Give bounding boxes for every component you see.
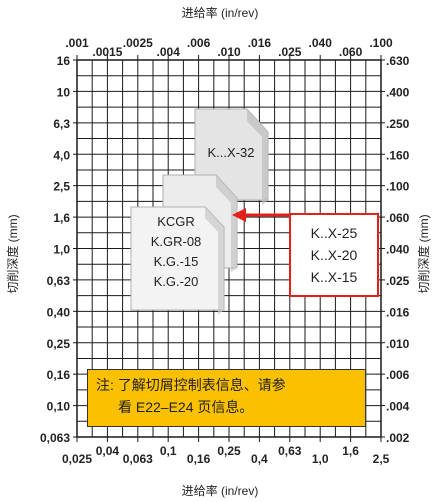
bottom-tick-label: 1,6 [342,444,359,458]
label-kx32-line: K...X-32 [207,145,255,160]
callout-line-1: K..X-25 [310,225,358,241]
top-tick-label: .060 [339,45,363,59]
top-tick-label: .040 [309,36,333,50]
top-tick-label: .006 [187,36,211,50]
bottom-tick-label: 0,63 [278,444,302,458]
right-tick-label: .060 [386,211,410,225]
left-tick-label: 0,25 [47,337,71,351]
callout-arrowhead [232,208,246,222]
callout-line-3: K..X-15 [310,269,358,285]
bottom-axis-title: 进给率 (in/rev) [182,483,259,498]
bottom-tick-label: 0,25 [217,444,241,458]
note-line-1: 注: 了解切屑控制表信息、请参 [96,377,286,393]
label-kcgr-line-4: K.G.-20 [153,274,199,289]
top-tick-label: .004 [157,45,181,59]
tick-labels: .001.0015.0025 .004 .006 .010 .016 .025 .040 .0… [40,36,410,466]
note-box: 注: 了解切屑控制表信息、请参 看 E22–E24 页信息。 [87,369,366,427]
right-tick-label: .040 [386,243,410,257]
right-tick-label: .004 [386,400,410,414]
top-tick-label: .0015 [92,45,122,59]
note-line-2: 看 E22–E24 页信息。 [118,399,254,415]
bottom-tick-label: 0,16 [187,452,211,466]
label-kcgr-line-1: KCGR [157,214,195,229]
bottom-tick-label: 2,5 [373,452,390,466]
callout-line-2: K..X-20 [310,247,358,263]
left-tick-label: 16 [57,54,71,68]
right-tick-label: .250 [386,117,410,131]
left-tick-label: 0,63 [47,274,71,288]
left-tick-label: 10 [57,85,71,99]
top-tick-label: .0025 [123,36,153,50]
right-tick-label: .002 [386,431,410,445]
top-tick-label: .100 [369,36,393,50]
left-axis-title: 切削深度 (mm) [5,214,20,293]
label-kcgr-line-2: K.GR-08 [150,234,202,249]
left-tick-label: 0,10 [47,400,71,414]
bottom-tick-label: 0,4 [251,452,268,466]
left-tick-label: 2,5 [53,180,70,194]
top-tick-label: .016 [248,36,272,50]
label-kcgr: KCGR K.GR-08 K.G.-15 K.G.-20 [131,212,221,292]
top-tick-label: .010 [217,45,241,59]
label-kcgr-line-3: K.G.-15 [153,254,199,269]
top-tick-label: .001 [65,36,89,50]
left-tick-label: 1,6 [53,211,70,225]
right-tick-label: .630 [386,54,410,68]
top-axis-title: 进给率 (in/rev) [182,5,259,20]
label-kx32: K...X-32 [198,143,264,163]
right-axis-title: 切削深度 (mm) [416,214,431,293]
bottom-tick-label: 0,04 [96,444,120,458]
right-tick-label: .016 [386,305,410,319]
left-tick-label: 4,0 [53,148,70,162]
bottom-tick-label: 0,063 [123,452,153,466]
right-tick-label: .006 [386,368,410,382]
callout-box-kx: K..X-25 K..X-20 K..X-15 [289,213,379,297]
right-tick-label: .160 [386,148,410,162]
left-tick-label: 6,3 [53,117,70,131]
bottom-tick-label: 0,1 [160,444,177,458]
left-tick-label: 0,16 [47,368,71,382]
top-tick-label: .025 [278,45,302,59]
left-tick-label: 0,063 [40,431,70,445]
right-tick-label: .010 [386,337,410,351]
right-tick-label: .025 [386,274,410,288]
right-tick-label: .100 [386,180,410,194]
left-tick-label: 0,40 [47,305,71,319]
bottom-tick-label: 1,0 [312,452,329,466]
bottom-tick-label: 0,025 [62,452,92,466]
right-tick-label: .400 [386,85,410,99]
left-tick-label: 1,0 [53,243,70,257]
